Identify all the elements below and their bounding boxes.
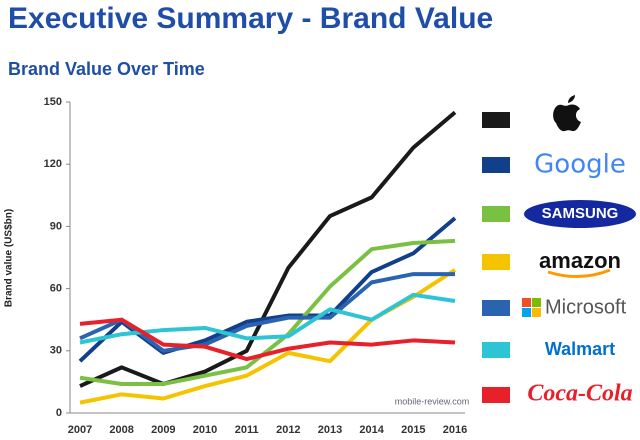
legend-label: Coca-Cola [527,381,632,407]
logo-smile [547,268,611,279]
series-line [79,317,456,362]
x-tick-label: 2008 [109,424,133,436]
series-line [78,216,457,363]
y-tick-label: 0 [56,407,62,419]
logo-oval [524,200,636,228]
legend-swatch [482,300,510,316]
legend-label: Walmart [545,339,615,359]
y-tick-label: 150 [44,96,62,108]
x-tick-label: 2007 [68,424,92,436]
logo-square [532,308,541,317]
y-tick-label: 60 [50,283,62,295]
legend-swatch [482,157,510,173]
legend-swatch [482,254,510,270]
y-tick-label: 30 [50,345,62,357]
x-tick-label: 2009 [151,424,175,436]
logo-square [522,298,531,307]
logo-square [532,298,541,307]
x-tick-label: 2010 [193,424,217,436]
series-line [79,110,457,388]
x-tick-label: 2016 [443,424,467,436]
logo-square [522,308,531,317]
series-line [79,272,455,353]
x-tick-label: 2011 [235,424,259,436]
y-tick-label: 120 [44,158,62,170]
x-tick-label: 2013 [318,424,342,436]
legend-swatch [482,387,510,403]
y-axis-label: Brand value (US$bn) [4,209,15,307]
apple-logo [553,95,581,132]
legend-swatch [482,112,510,128]
chart-subtitle: Brand Value Over Time [8,59,205,79]
chart-title: Executive Summary - Brand Value [8,2,493,35]
watermark: mobile-review.com [395,396,470,406]
x-tick-label: 2012 [276,424,300,436]
legend-swatch [482,206,510,222]
legend-label: amazon [539,248,621,273]
x-tick-label: 2015 [401,424,425,436]
legend-swatch [482,342,510,358]
legend-label: Google [534,150,626,180]
legend-label: SAMSUNG [542,205,619,222]
series-line [79,238,456,386]
legend-label: Microsoft [545,296,627,318]
y-tick-label: 90 [50,220,62,232]
x-tick-label: 2014 [359,424,384,436]
